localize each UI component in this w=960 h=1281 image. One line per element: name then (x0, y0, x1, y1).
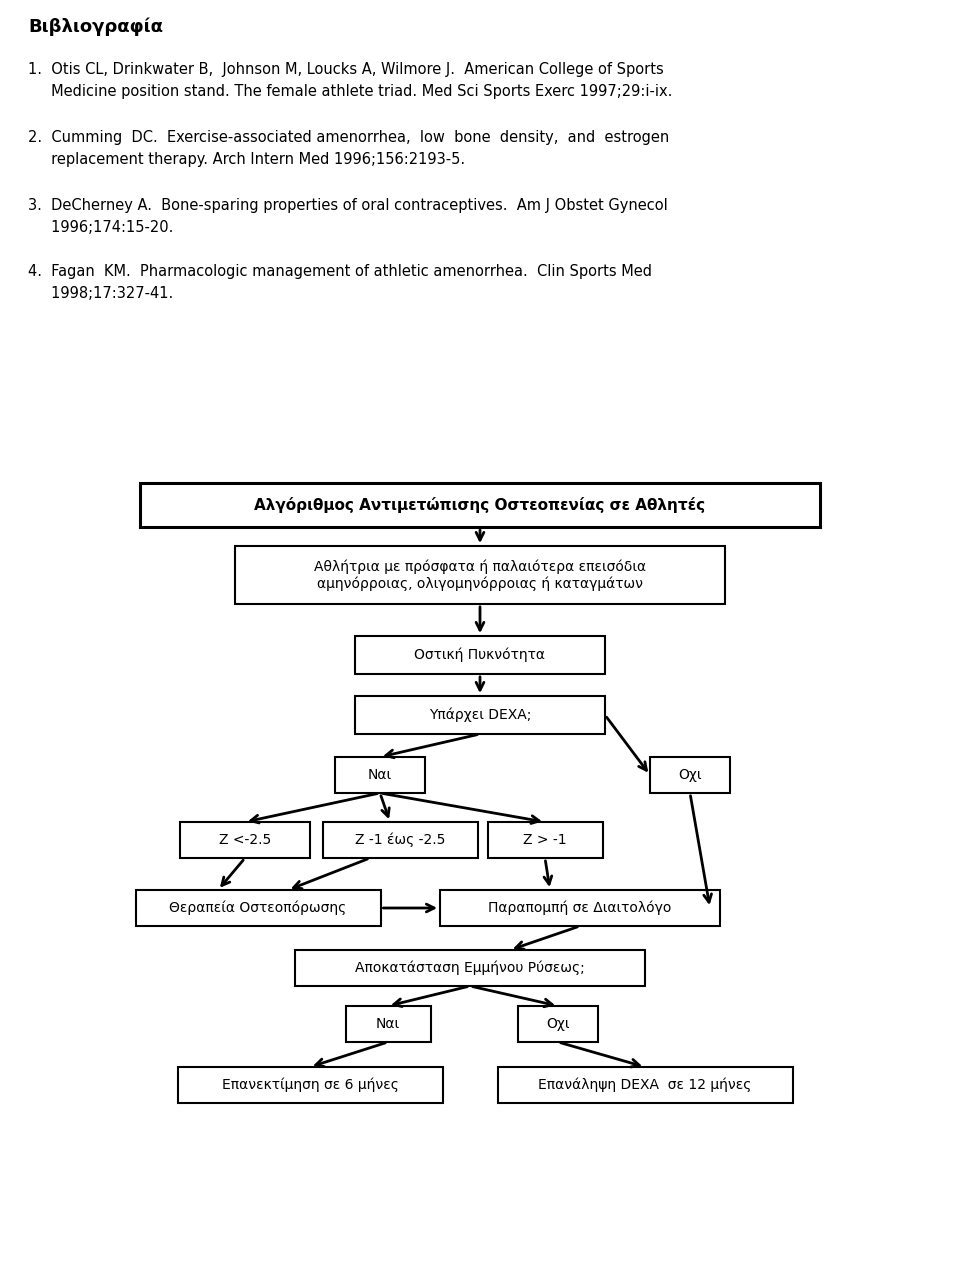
Text: Ναι: Ναι (368, 769, 392, 781)
Text: Θεραπεία Οστεοπόρωσης: Θεραπεία Οστεοπόρωσης (169, 901, 347, 915)
Text: Οχι: Οχι (546, 1017, 569, 1031)
Text: Οστική Πυκνότητα: Οστική Πυκνότητα (415, 648, 545, 662)
Text: Αποκατάσταση Εμμήνου Ρύσεως;: Αποκατάσταση Εμμήνου Ρύσεως; (355, 961, 585, 975)
Bar (135, 890, 380, 926)
Text: 1996;174:15-20.: 1996;174:15-20. (28, 220, 174, 234)
Text: Βιβλιογραφία: Βιβλιογραφία (28, 18, 163, 36)
Text: 1.  Otis CL, Drinkwater B,  Johnson M, Loucks A, Wilmore J.  American College of: 1. Otis CL, Drinkwater B, Johnson M, Lou… (28, 61, 663, 77)
Bar (346, 1006, 430, 1041)
Text: 1998;17:327-41.: 1998;17:327-41. (28, 286, 173, 301)
Text: 2.  Cumming  DC.  Exercise-associated amenorrhea,  low  bone  density,  and  est: 2. Cumming DC. Exercise-associated ameno… (28, 129, 669, 145)
Bar (440, 890, 720, 926)
Bar (180, 822, 310, 858)
Text: Ναι: Ναι (376, 1017, 400, 1031)
Text: 3.  DeCherney A.  Bone-sparing properties of oral contraceptives.  Am J Obstet G: 3. DeCherney A. Bone-sparing properties … (28, 199, 668, 213)
Text: Παραπομπή σε Διαιτολόγο: Παραπομπή σε Διαιτολόγο (489, 901, 672, 915)
Bar (650, 757, 730, 793)
Bar (323, 822, 477, 858)
Bar (335, 757, 425, 793)
Text: Επανεκτίμηση σε 6 μήνες: Επανεκτίμηση σε 6 μήνες (222, 1077, 398, 1093)
Text: Επανάληψη DEXA  σε 12 μήνες: Επανάληψη DEXA σε 12 μήνες (539, 1077, 752, 1093)
Bar (140, 483, 820, 526)
Bar (355, 696, 605, 734)
Bar (488, 822, 603, 858)
Bar (355, 635, 605, 674)
Text: Οχι: Οχι (679, 769, 702, 781)
Bar (178, 1067, 443, 1103)
Text: replacement therapy. Arch Intern Med 1996;156:2193-5.: replacement therapy. Arch Intern Med 199… (28, 152, 466, 167)
Text: Υπάρχει DEXA;: Υπάρχει DEXA; (429, 707, 531, 722)
Text: Z <-2.5: Z <-2.5 (219, 833, 271, 847)
Text: Αλγόριθμος Αντιμετώπισης Οστεοπενίας σε Αθλητές: Αλγόριθμος Αντιμετώπισης Οστεοπενίας σε … (254, 497, 706, 512)
Text: Z -1 έως -2.5: Z -1 έως -2.5 (355, 833, 445, 847)
Bar (235, 546, 725, 605)
Text: 4.  Fagan  KM.  Pharmacologic management of athletic amenorrhea.  Clin Sports Me: 4. Fagan KM. Pharmacologic management of… (28, 264, 652, 279)
Bar (295, 951, 645, 986)
Text: Z > -1: Z > -1 (523, 833, 566, 847)
Bar (518, 1006, 598, 1041)
Text: Αθλήτρια με πρόσφατα ή παλαιότερα επεισόδια
αμηνόρροιας, ολιγομηνόρροιας ή καταγ: Αθλήτρια με πρόσφατα ή παλαιότερα επεισό… (314, 560, 646, 591)
Text: Medicine position stand. The female athlete triad. Med Sci Sports Exerc 1997;29:: Medicine position stand. The female athl… (28, 85, 672, 99)
Bar (497, 1067, 793, 1103)
